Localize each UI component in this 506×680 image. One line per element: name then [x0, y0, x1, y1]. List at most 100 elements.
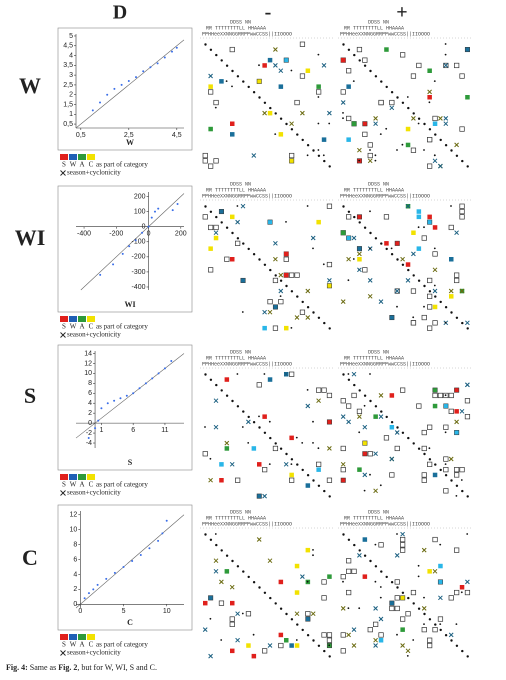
matrix-dot	[241, 311, 244, 313]
matrix-cell	[278, 579, 284, 585]
matrix-dot	[317, 96, 320, 98]
matrix-cell	[340, 89, 346, 95]
matrix-dot	[342, 112, 344, 114]
matrix-cell	[251, 653, 257, 659]
scatter-point	[97, 419, 100, 422]
cross-mark	[273, 63, 278, 68]
matrix-cell	[340, 467, 346, 473]
cross-mark	[213, 398, 219, 404]
matrix-dot	[317, 53, 320, 56]
matrix-dot	[317, 122, 320, 125]
matrix-cell	[208, 267, 214, 273]
matrix-cell	[230, 600, 235, 606]
matrix-cell	[218, 600, 225, 606]
diagonal-dot	[312, 149, 315, 152]
matrix-cell	[443, 467, 449, 473]
matrix-dot	[379, 133, 382, 136]
scatter-point	[105, 577, 108, 580]
cross-mark	[235, 637, 240, 643]
diagonal-dot	[390, 421, 394, 424]
cross-mark	[367, 293, 373, 299]
matrix-dot	[312, 549, 314, 551]
matrix-dot	[417, 226, 420, 229]
matrix-dot	[263, 373, 266, 375]
matrix-cell	[384, 47, 389, 52]
legend-swatch	[78, 316, 86, 322]
cross-mark	[351, 627, 357, 632]
diagonal-dot	[306, 634, 310, 637]
matrix-cell	[427, 163, 433, 169]
diagonal-dot	[466, 327, 469, 330]
matrix-cell	[262, 325, 267, 331]
matrix-cell	[427, 637, 433, 643]
legend-swatch	[69, 316, 77, 322]
matrix-cell	[262, 414, 267, 419]
diagonal-dot	[274, 442, 277, 445]
matrix-cell	[251, 446, 257, 451]
matrix-header: PPHHeeXXNNGGRRPPwwCCSS||IIOOOO	[340, 521, 430, 527]
matrix-cell	[213, 224, 219, 231]
diagonal-dot	[428, 290, 432, 293]
cross-mark	[60, 170, 66, 176]
diagonal-dot	[444, 144, 448, 147]
x-tick-label: 200	[175, 231, 187, 238]
diagonal-dot	[401, 431, 405, 434]
matrix-header: RR TTTTTTTTLL HHAAAA	[344, 515, 404, 521]
cross-mark	[300, 574, 305, 579]
scatter-point	[141, 231, 144, 234]
matrix-cell	[340, 574, 346, 580]
scatter-point	[135, 76, 137, 79]
diagonal-dot	[258, 258, 261, 261]
diagonal-dot	[363, 554, 367, 557]
matrix-cell	[448, 595, 454, 601]
legend-text: as part of category	[96, 161, 148, 169]
matrix-cell	[346, 558, 352, 564]
scatter-point	[96, 583, 99, 586]
matrix-dot	[455, 623, 458, 625]
matrix-cell	[427, 219, 433, 225]
matrix-dot	[379, 596, 382, 599]
cross-mark	[357, 553, 362, 558]
cross-mark	[316, 398, 321, 404]
matrix-cell	[283, 256, 289, 262]
matrix-cell	[246, 643, 251, 648]
matrix-cell	[454, 62, 460, 69]
cross-mark	[465, 320, 470, 326]
matrix-dot	[428, 447, 431, 450]
matrix-cell	[410, 147, 417, 153]
diagonal-dot	[369, 69, 372, 73]
matrix-cell	[346, 214, 352, 220]
matrix-cell	[432, 304, 438, 310]
cross-mark	[213, 568, 219, 574]
matrix-dot	[295, 639, 298, 641]
scatter-point	[151, 377, 154, 380]
caption-text: Same as	[30, 663, 56, 672]
matrix-cell	[464, 398, 471, 404]
matrix-cell	[449, 294, 454, 299]
caption-ref: Fig. 2	[58, 663, 77, 672]
diagonal-dot	[374, 75, 378, 78]
plot-frame	[57, 344, 193, 471]
y-tick-label: 0,5	[63, 121, 73, 128]
scatter-point	[92, 588, 95, 591]
matrix-cell	[321, 595, 327, 601]
cross-mark	[251, 153, 257, 158]
matrix-cell	[256, 382, 262, 388]
cross-mark	[278, 272, 284, 278]
matrix-cell	[427, 95, 432, 100]
diagonal-dot	[342, 533, 345, 536]
scatter-point	[120, 83, 123, 86]
diagonal-dot	[317, 316, 321, 319]
matrix-dot	[290, 69, 293, 72]
y-tick-label: -100	[132, 239, 146, 246]
matrix-cell	[400, 387, 406, 393]
matrix-cell	[351, 392, 357, 399]
cross-mark	[405, 278, 411, 283]
matrix-dot	[204, 426, 206, 428]
matrix-cell	[400, 616, 406, 622]
matrix-header: PPHHeeXXNNGGRRPPwwCCSS||IIOOOO	[202, 31, 292, 37]
diagonal-dot	[461, 649, 464, 653]
matrix-dot	[374, 580, 377, 583]
diagonal-dot	[296, 133, 299, 136]
